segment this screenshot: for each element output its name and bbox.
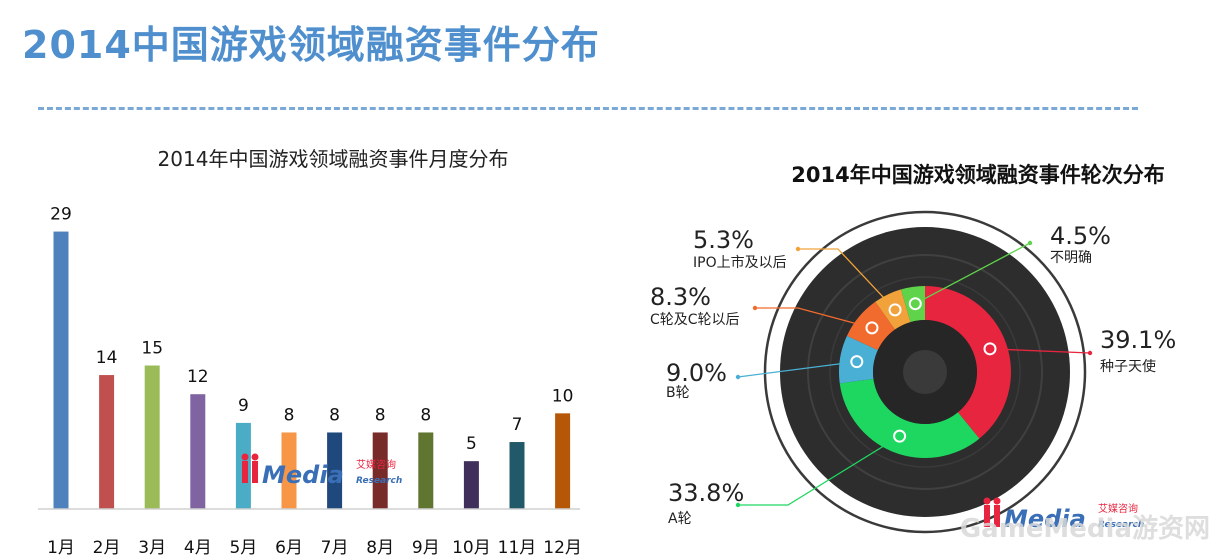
bar-watermark-cn: 艾媒咨询 [356,458,396,471]
callout-dot [850,355,864,369]
bar-1月 [53,231,69,510]
slice-percent-label: 5.3% [693,226,754,254]
slice-percent-label: 8.3% [650,283,711,311]
slice-name-label: 种子天使 [1100,358,1156,375]
donut-chart-title: 2014年中国游戏领域融资事件轮次分布 [791,163,1164,187]
bar-chart-title: 2014年中国游戏领域融资事件月度分布 [158,147,509,171]
bar-value-label: 8 [375,405,386,425]
donut-watermark-brand: Media [1004,505,1086,533]
donut-watermark: Media 艾媒咨询 Research [983,497,1144,533]
round-donut-chart: 2014年中国游戏领域融资事件轮次分布 39.1% 种子天使 33.8% A轮 9.0%… [650,163,1210,544]
outer-thin-ring [763,210,1087,534]
bar-value-label: 14 [96,348,118,368]
bar-2月 [99,375,115,509]
slice-name-label: IPO上市及以后 [693,254,787,271]
bar-value-label: 12 [187,367,209,387]
slice-percent-label: 39.1% [1100,326,1176,354]
callout-line [989,348,1091,354]
bar-10月 [463,461,479,509]
slice-percent-label: 4.5% [1050,222,1111,250]
callout-end-dot [735,374,741,380]
callout-end-dot [752,305,758,311]
bar-4月 [190,394,206,509]
center-knob [903,350,947,394]
x-tick-label: 6月 [275,538,303,558]
bar-12月 [555,413,571,509]
bar-value-label: 10 [552,386,574,406]
bar-value-label: 29 [50,205,72,225]
bar-3月 [144,365,160,509]
callout-end-dot [1087,350,1093,356]
mid-ring-line [807,254,1043,490]
bar-watermark: Media 艾媒咨询 Research [241,453,402,489]
x-tick-label: 4月 [184,538,212,558]
slice-name-label: C轮及C轮以后 [650,312,740,328]
callout-dot [908,297,922,311]
callout-line [755,307,873,329]
site-watermark: GameMedia游资网 [960,514,1210,544]
callout-dot [983,342,997,356]
donut-watermark-cn: 艾媒咨询 [1098,502,1138,515]
callout-end-dot [1027,240,1033,246]
x-tick-label: 1月 [47,538,75,558]
bar-watermark-brand: Media [262,461,344,489]
slice-percent-label: 33.8% [668,479,744,507]
slice-name-label: A轮 [668,511,692,527]
callout-line [737,360,857,378]
x-tick-label: 9月 [412,538,440,558]
bar-value-label: 8 [420,405,431,425]
slice-percent-label: 9.0% [666,359,727,387]
mid-ring-line-2 [829,276,1021,468]
bar-value-label: 8 [329,405,340,425]
bar-value-label: 9 [238,396,249,416]
donut-slice-种子天使 [925,286,1011,439]
bar-value-label: 5 [466,434,477,454]
callout-dot [888,303,902,317]
callout-dot [893,429,907,443]
callout-line [914,242,1031,305]
x-tick-label: 12月 [543,538,582,558]
callout-end-dot [735,502,741,508]
slice-name-label: B轮 [666,385,690,401]
callout-end-dot [795,246,801,252]
x-tick-label: 11月 [498,538,537,558]
callout-line [798,248,896,311]
monthly-bar-chart: 2014年中国游戏领域融资事件月度分布 29 1月 14 2月 15 3月 12 4月 9 5月 8… [38,147,582,558]
bar-7月 [327,432,343,509]
bar-11月 [509,442,525,509]
x-tick-label: 2月 [93,538,121,558]
page-title: 2014中国游戏领域融资事件分布 [22,23,600,67]
bar-value-label: 8 [284,405,295,425]
slice-name-label: 不明确 [1050,250,1092,266]
x-tick-label: 7月 [321,538,349,558]
donut-watermark-en: Research [1098,520,1144,530]
donut-slice-A轮 [839,378,980,458]
title-divider [38,107,1138,110]
callout-layer: 39.1% 种子天使 33.8% A轮 9.0%B轮 8.3%C轮及C轮以后 5.3%IPO… [650,222,1176,527]
bars-layer: 29 1月 14 2月 15 3月 12 4月 9 5月 8 6月 8 7月 8 8月 8 9月 5 10月 7 11月 1… [47,205,582,558]
x-tick-label: 10月 [452,538,491,558]
bar-6月 [281,432,297,509]
bar-9月 [418,432,434,509]
bar-8月 [372,432,388,509]
bar-value-label: 7 [512,415,523,435]
bar-value-label: 15 [141,339,163,359]
x-tick-label: 3月 [138,538,166,558]
callout-line [738,435,900,506]
x-tick-label: 8月 [366,538,394,558]
x-tick-label: 5月 [229,538,257,558]
bar-watermark-en: Research [356,476,402,486]
callout-dot [865,321,879,335]
